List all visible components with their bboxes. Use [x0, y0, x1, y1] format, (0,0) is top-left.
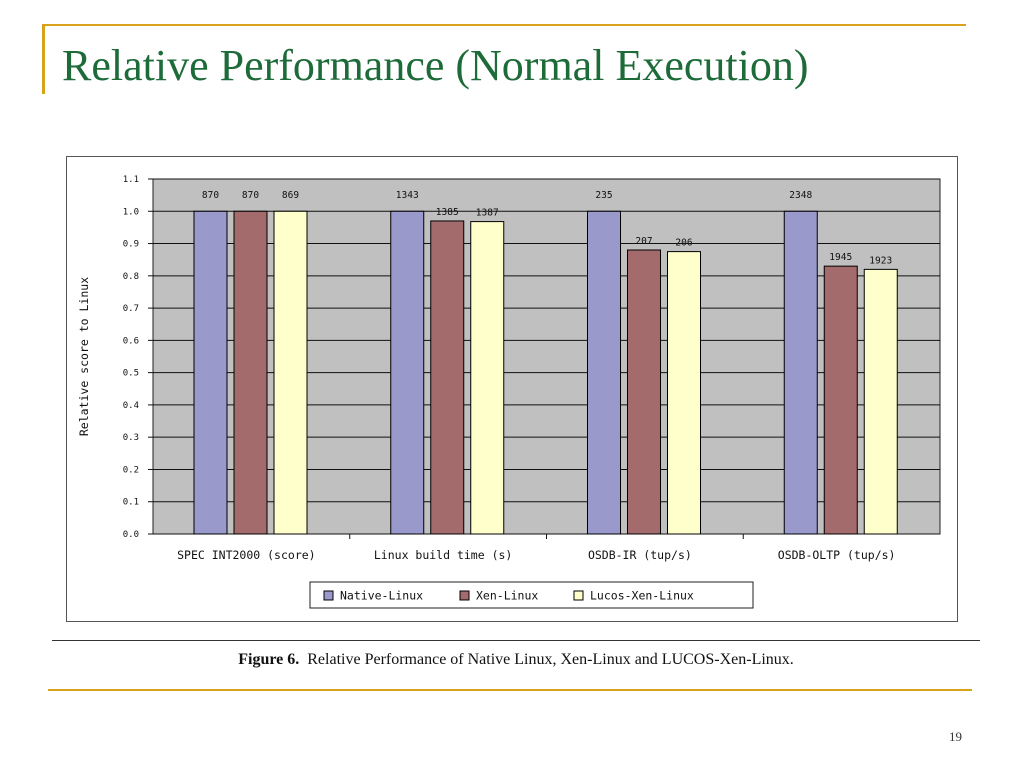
y-tick-label: 0.7: [123, 304, 139, 314]
caption-text: Relative Performance of Native Linux, Xe…: [307, 651, 794, 668]
y-tick-label: 0.0: [123, 530, 139, 540]
accent-line-vertical: [42, 24, 45, 94]
legend-label: Xen-Linux: [476, 589, 538, 603]
y-tick-label: 0.1: [123, 498, 139, 508]
data-label: 870: [242, 190, 259, 201]
plot-area: [152, 178, 941, 535]
y-tick-label: 0.9: [123, 240, 139, 250]
data-label: 869: [282, 190, 299, 201]
bar-native-linux-1: [390, 210, 425, 535]
legend: [309, 581, 754, 609]
bar-lucos-xen-linux-0: [273, 210, 308, 535]
bar-native-linux-0: [193, 210, 228, 535]
bar-xen-linux-3: [823, 265, 858, 535]
data-label: 1343: [396, 190, 419, 201]
caption-label: Figure 6.: [238, 651, 300, 668]
page-number: 19: [949, 729, 962, 744]
data-label: 1387: [476, 208, 499, 219]
y-tick-label: 0.6: [123, 336, 139, 346]
data-label: 207: [635, 236, 652, 247]
bar-xen-linux-0: [233, 210, 268, 535]
chart-frame: 0.0 0.1 0.2 0.3 0.4 0.5 0.6 0.7 0.8 0.9 1.0 1.1 Rela…: [66, 156, 958, 622]
x-category-label: SPEC INT2000 (score): [177, 548, 315, 562]
x-category-label: OSDB-IR (tup/s): [588, 548, 692, 562]
legend-swatch-2: [573, 590, 584, 601]
bar-native-linux-3: [783, 210, 818, 535]
y-tick-label: 0.8: [123, 272, 139, 282]
bar-xen-linux-2: [627, 249, 661, 535]
data-label: 870: [202, 190, 219, 201]
data-label: 1945: [829, 252, 852, 263]
caption-rule: [52, 640, 980, 641]
y-tick-label: 0.2: [123, 465, 139, 475]
bar-lucos-xen-linux-2: [667, 251, 701, 535]
y-tick-label: 0.3: [123, 433, 139, 443]
y-tick-label: 1.0: [123, 207, 139, 217]
bar-lucos-xen-linux-3: [863, 268, 898, 535]
x-category-label: OSDB-OLTP (tup/s): [778, 548, 896, 562]
y-tick-label: 0.4: [123, 401, 139, 411]
legend-swatch-1: [459, 590, 470, 601]
accent-line-bottom: [48, 689, 972, 691]
x-category-label: Linux build time (s): [374, 548, 512, 562]
legend-label: Lucos-Xen-Linux: [590, 589, 694, 603]
data-label: 2348: [789, 190, 812, 201]
slide-title: Relative Performance (Normal Execution): [62, 41, 809, 90]
data-label: 1385: [436, 207, 459, 218]
legend-label: Native-Linux: [340, 589, 423, 603]
y-tick-label: 1.1: [123, 175, 139, 185]
bar-chart: 0.0 0.1 0.2 0.3 0.4 0.5 0.6 0.7 0.8 0.9 1.0 1.1 Rela…: [77, 175, 941, 609]
legend-swatch-0: [323, 590, 334, 601]
data-label: 235: [595, 190, 612, 201]
bar-xen-linux-1: [430, 220, 465, 535]
bar-native-linux-2: [587, 210, 621, 535]
y-axis-label: Relative score to Linux: [77, 277, 91, 436]
figure-caption: Figure 6. Relative Performance of Native…: [52, 651, 980, 669]
accent-line-top: [42, 24, 966, 26]
data-label: 1923: [869, 255, 892, 266]
y-tick-label: 0.5: [123, 369, 139, 379]
data-label: 206: [675, 238, 692, 249]
bar-lucos-xen-linux-1: [470, 221, 505, 535]
